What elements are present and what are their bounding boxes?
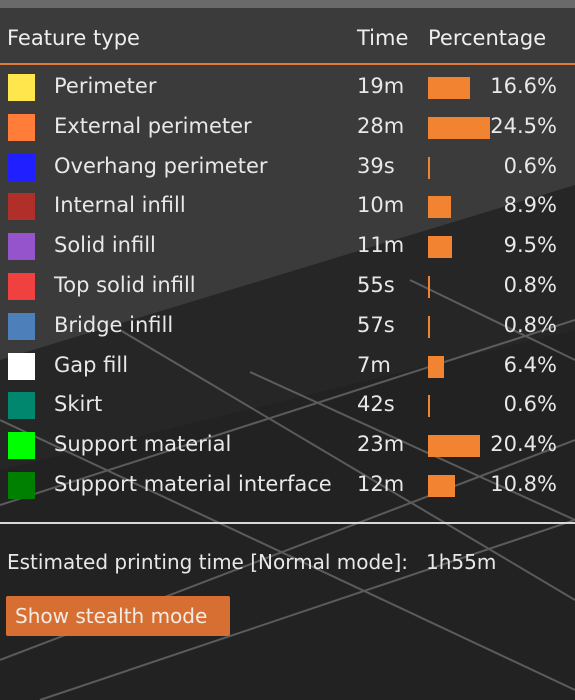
legend-row: Overhang perimeter 39s 0.6% <box>0 148 575 188</box>
percentage-bar <box>428 475 455 497</box>
feature-time: 19m <box>357 74 405 98</box>
legend-row: Gap fill 7m 6.4% <box>0 347 575 387</box>
feature-percentage: 0.6% <box>503 153 557 178</box>
color-swatch <box>8 472 35 499</box>
legend-row: Solid infill 11m 9.5% <box>0 227 575 267</box>
color-swatch <box>8 233 35 261</box>
legend-row: Support material 23m 20.4% <box>0 426 575 466</box>
feature-percentage: 0.8% <box>503 312 557 337</box>
color-swatch <box>8 392 35 420</box>
feature-time: 42s <box>357 392 395 417</box>
legend-row: Skirt 42s 0.6% <box>0 386 575 426</box>
feature-name: Gap fill <box>54 352 129 377</box>
feature-time: 28m <box>357 113 405 138</box>
header-divider <box>0 63 575 65</box>
feature-percentage: 0.8% <box>503 273 557 297</box>
feature-time: 11m <box>357 233 405 258</box>
feature-time: 57s <box>357 312 395 337</box>
feature-percentage: 9.5% <box>503 233 557 258</box>
feature-time: 7m <box>357 352 391 377</box>
percentage-bar <box>428 315 430 338</box>
feature-name: Skirt <box>54 392 103 417</box>
feature-percentage: 0.6% <box>503 392 557 417</box>
feature-time: 12m <box>357 472 405 496</box>
estimated-time-label: Estimated printing time [Normal mode]: <box>7 550 408 574</box>
legend-header: Feature type Time Percentage <box>0 24 575 56</box>
legend-row: Perimeter 19m 16.6% <box>0 68 575 108</box>
legend-row: Support material interface 12m 10.8% <box>0 466 575 506</box>
color-swatch <box>8 432 35 460</box>
feature-name: Support material interface <box>54 472 332 496</box>
color-swatch <box>8 153 35 181</box>
feature-name: Solid infill <box>54 233 156 258</box>
show-stealth-mode-button[interactable]: Show stealth mode <box>6 596 230 636</box>
feature-percentage: 20.4% <box>490 432 557 457</box>
window-top-edge <box>0 0 575 8</box>
feature-time: 10m <box>357 193 405 218</box>
color-swatch <box>8 273 35 300</box>
feature-percentage: 24.5% <box>490 113 557 138</box>
feature-time: 55s <box>357 273 395 297</box>
feature-percentage: 10.8% <box>490 472 557 496</box>
percentage-bar <box>428 276 430 298</box>
legend-row: Bridge infill 57s 0.8% <box>0 307 575 347</box>
feature-name: Perimeter <box>54 74 157 98</box>
percentage-bar <box>428 355 444 378</box>
feature-time: 39s <box>357 153 395 178</box>
footer-divider <box>0 522 575 524</box>
estimated-time-value: 1h55m <box>426 550 497 574</box>
feature-name: Bridge infill <box>54 312 174 337</box>
percentage-bar <box>428 156 430 179</box>
percentage-bar <box>428 435 480 458</box>
color-swatch <box>8 193 35 221</box>
color-swatch <box>8 352 35 380</box>
feature-name: Overhang perimeter <box>54 153 268 178</box>
color-swatch <box>8 113 35 141</box>
percentage-bar <box>428 236 452 259</box>
header-percentage: Percentage <box>428 26 547 50</box>
estimated-time: Estimated printing time [Normal mode]: 1h… <box>7 550 496 574</box>
feature-name: External perimeter <box>54 113 252 138</box>
legend-row: Internal infill 10m 8.9% <box>0 187 575 227</box>
percentage-bar <box>428 395 430 418</box>
feature-name: Support material <box>54 432 232 457</box>
header-feature-type: Feature type <box>7 26 140 50</box>
feature-percentage: 16.6% <box>490 74 557 98</box>
percentage-bar <box>428 77 470 99</box>
feature-name: Top solid infill <box>54 273 196 297</box>
feature-time: 23m <box>357 432 405 457</box>
feature-name: Internal infill <box>54 193 186 218</box>
legend-row: External perimeter 28m 24.5% <box>0 108 575 148</box>
legend-row: Top solid infill 55s 0.8% <box>0 267 575 307</box>
color-swatch <box>8 312 35 340</box>
header-time: Time <box>357 26 409 50</box>
feature-percentage: 6.4% <box>503 352 557 377</box>
color-swatch <box>8 74 35 101</box>
feature-percentage: 8.9% <box>503 193 557 218</box>
percentage-bar <box>428 196 451 219</box>
percentage-bar <box>428 116 490 139</box>
